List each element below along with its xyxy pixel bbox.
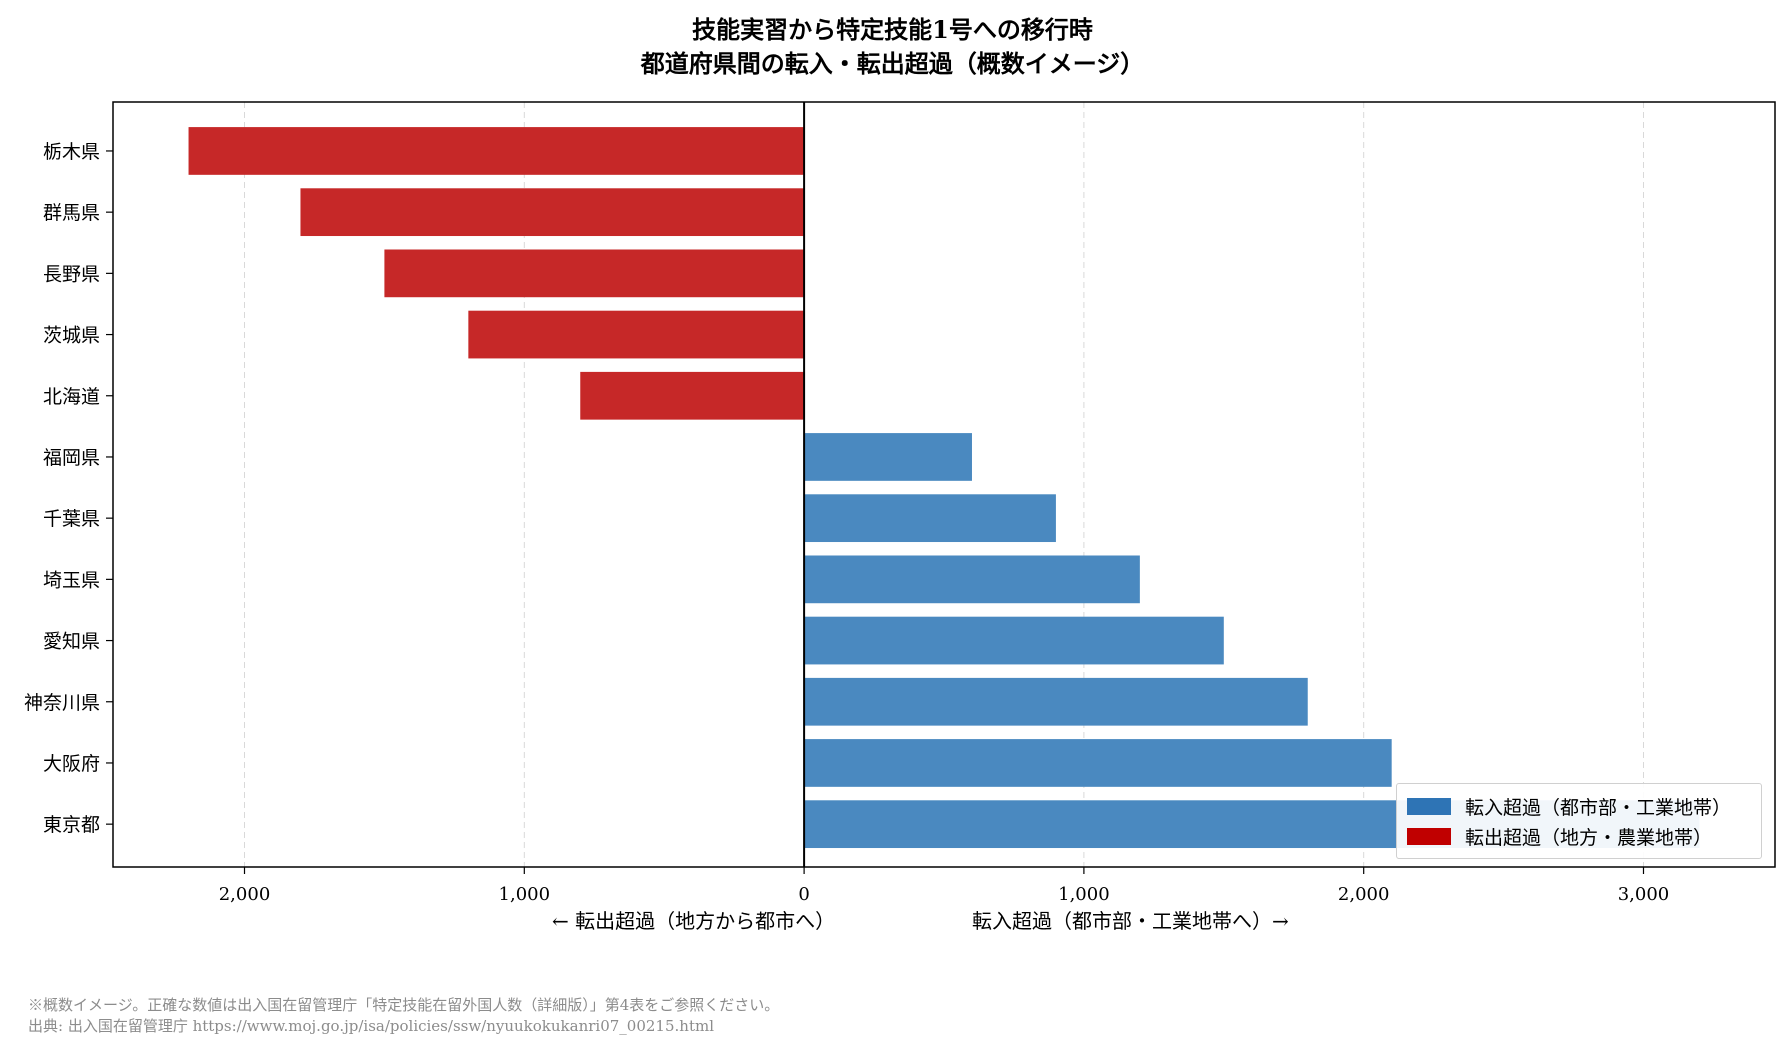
x-axis-label-right: 転入超過（都市部・工業地帯へ）→	[972, 909, 1289, 933]
chart-title-line-2: 都道府県間の転入・転出超過（概数イメージ）	[640, 49, 1145, 78]
y-tick-label-6: 福岡県	[43, 447, 100, 469]
bar-4	[468, 310, 805, 359]
bar-6	[804, 433, 972, 481]
x-axis-label-left: ← 転出超過（地方から都市へ）	[552, 909, 836, 933]
x-tick-label-2: 0	[798, 884, 809, 905]
y-tick-label-5: 北海道	[43, 386, 100, 408]
x-tick-label-1: 1,000	[499, 884, 551, 905]
x-tick-label-4: 2,000	[1338, 884, 1390, 905]
bar-3	[384, 249, 805, 298]
legend-swatch-inflow	[1407, 797, 1451, 815]
y-tick-label-8: 埼玉県	[43, 569, 100, 591]
y-tick-label-4: 茨城県	[43, 325, 100, 347]
y-tick-label-11: 大阪府	[43, 753, 100, 775]
footer-note: ※概数イメージ。正確な数値は出入国在留管理庁「特定技能在留外国人数（詳細版）」第…	[28, 996, 780, 1014]
bar-5	[580, 371, 805, 420]
chart-title-line-1: 技能実習から特定技能1号への移行時	[692, 15, 1093, 44]
legend-label-inflow: 転入超過（都市部・工業地帯）	[1465, 796, 1732, 819]
legend-swatch-outflow	[1407, 827, 1451, 845]
bar-9	[804, 616, 1224, 665]
footer-source: 出典: 出入国在留管理庁 https://www.moj.go.jp/isa/p…	[28, 1017, 714, 1035]
x-tick-label-5: 3,000	[1618, 884, 1670, 905]
bar-2	[300, 188, 805, 237]
legend-item-inflow: 転入超過（都市部・工業地帯）	[1407, 794, 1732, 819]
bar-8	[804, 555, 1140, 604]
y-tick-label-2: 群馬県	[43, 202, 100, 224]
chart-legend: 転入超過（都市部・工業地帯） 転出超過（地方・農業地帯）	[1396, 783, 1762, 859]
y-tick-label-10: 神奈川県	[24, 692, 100, 714]
bar-1	[188, 127, 805, 175]
bar-7	[804, 494, 1056, 543]
y-tick-label-12: 東京都	[43, 814, 100, 836]
x-tick-label-0: 2,000	[219, 884, 271, 905]
legend-label-outflow: 転出超過（地方・農業地帯）	[1465, 826, 1713, 849]
y-tick-label-3: 長野県	[43, 263, 100, 285]
plot-frame	[112, 101, 1776, 868]
y-tick-label-1: 栃木県	[43, 141, 100, 163]
bar-10	[804, 677, 1308, 726]
bar-11	[804, 739, 1392, 787]
y-tick-label-9: 愛知県	[43, 631, 100, 653]
x-tick-label-3: 1,000	[1058, 884, 1110, 905]
y-tick-label-7: 千葉県	[43, 508, 100, 530]
legend-item-outflow: 転出超過（地方・農業地帯）	[1407, 824, 1713, 849]
